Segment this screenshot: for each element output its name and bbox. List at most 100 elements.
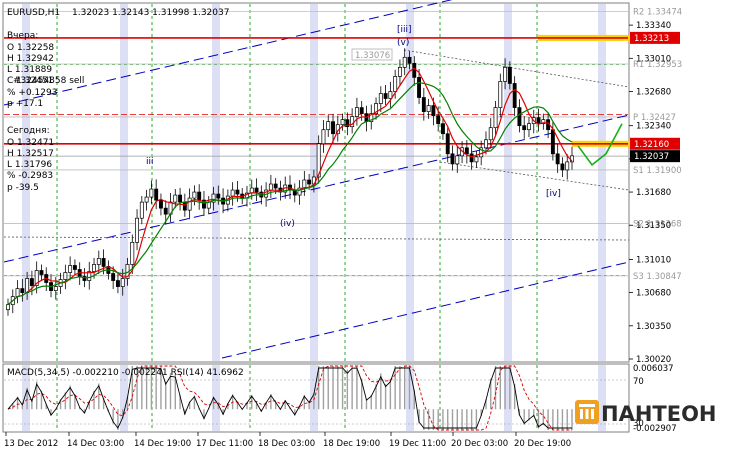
candle-body	[178, 194, 183, 203]
candle-body	[503, 67, 508, 82]
wave-label: [iii]	[397, 25, 412, 35]
candle-body	[187, 197, 192, 211]
session-band	[504, 4, 512, 361]
time-tick-label: 20 Dec 03:00	[451, 439, 508, 449]
info-today-line: L 1.31796	[7, 160, 52, 170]
candles	[6, 48, 574, 316]
price-tick-label: 1.32340	[636, 122, 671, 132]
candle-body	[154, 188, 159, 201]
candle-body	[550, 129, 555, 155]
candle-body	[96, 258, 101, 265]
price-tag-label: 1.32037	[634, 152, 669, 162]
candle-body	[101, 258, 106, 267]
candle-body	[92, 264, 96, 272]
candle-body	[507, 67, 512, 84]
candle-body	[29, 278, 34, 286]
channel-line	[3, 0, 453, 106]
candle-body	[493, 107, 498, 129]
price-tick-label: 1.33010	[636, 54, 671, 64]
session-band	[22, 4, 30, 361]
price-tick-label: 1.31680	[636, 188, 671, 198]
candle-body	[498, 81, 503, 108]
candle-body	[555, 153, 560, 165]
svg-text:ПАНТЕОН: ПАНТЕОН	[601, 402, 717, 426]
macd-signal-line	[7, 365, 572, 431]
candle-body	[149, 188, 154, 198]
price-tick-label: 1.30680	[636, 289, 671, 299]
info-yesterday-line: p +17.1	[7, 99, 43, 109]
candle-body	[39, 270, 44, 275]
info-yesterday-line: C 1.32451	[7, 76, 53, 86]
info-today-line: % -0.2983	[7, 171, 53, 181]
indicator-tick-label: 70	[633, 377, 644, 387]
candle-body	[211, 193, 216, 203]
candle-body	[374, 103, 378, 114]
candle-body	[455, 155, 460, 165]
candle-body	[393, 76, 398, 92]
candle-body	[484, 139, 488, 149]
ma-slow-line	[7, 81, 573, 306]
candle-body	[436, 115, 441, 125]
info-yesterday-line: O 1.32258	[7, 43, 54, 53]
candle-body	[316, 143, 321, 178]
candle-body	[268, 183, 273, 191]
price-tag	[630, 150, 680, 163]
time-tick-label: 17 Dec 11:00	[196, 439, 253, 449]
candle-body	[479, 147, 484, 158]
candle-body	[82, 276, 87, 281]
candle-body	[139, 201, 144, 219]
time-tick-label: 20 Dec 19:00	[514, 439, 571, 449]
forecast-path	[577, 123, 623, 167]
candle-body	[469, 153, 474, 163]
candle-body	[421, 97, 426, 112]
wave-label: iii	[146, 157, 154, 167]
price-tick-label: 1.30020	[636, 355, 671, 365]
candle-body	[158, 199, 163, 209]
candle-body	[20, 288, 25, 293]
candle-body	[512, 83, 517, 108]
candle-body	[445, 133, 450, 155]
candle-body	[63, 272, 68, 280]
session-band	[120, 365, 128, 431]
candle-body	[115, 280, 120, 287]
info-today-line: H 1.32517	[7, 149, 54, 159]
candle-body	[350, 116, 355, 128]
wave-label: [iv]	[546, 189, 561, 199]
candle-body	[378, 93, 383, 104]
info-today-title: Сегодня:	[7, 126, 50, 136]
candle-body	[34, 270, 39, 286]
candle-body	[202, 199, 206, 209]
indicator-panel	[4, 365, 628, 431]
panteon-logo: ПАНТЕОН	[575, 400, 717, 426]
candle-body	[111, 273, 116, 281]
info-yesterday-line: L 1.31889	[7, 65, 52, 75]
candle-body	[326, 121, 331, 131]
candle-body	[331, 121, 335, 135]
time-tick-label: 14 Dec 03:00	[67, 439, 124, 449]
pivot-label: S2 1.31368	[633, 219, 682, 229]
candle-body	[560, 163, 565, 171]
candle-body	[388, 91, 393, 99]
candle-body	[230, 189, 235, 197]
ma-fast-line	[7, 67, 573, 306]
rsi-line	[7, 367, 572, 429]
candle-body	[565, 161, 570, 171]
session-band	[406, 4, 414, 361]
candle-body	[450, 153, 455, 165]
pivot-label: S3 1.30847	[633, 272, 682, 282]
indicator-title: MACD(5,34,5) -0.002210 -0.002241 RSI(14)…	[7, 368, 244, 378]
marker-box	[351, 48, 393, 61]
session-band	[22, 365, 30, 431]
session-band	[598, 4, 606, 361]
candle-body	[541, 119, 546, 125]
candle-body	[369, 113, 374, 123]
chart-symbol: EURUSD,H1	[7, 8, 60, 18]
candle-body	[321, 129, 326, 145]
candle-body	[345, 119, 350, 128]
info-yesterday-line: H 1.32942	[7, 54, 54, 64]
info-yesterday-title: Вчера:	[7, 31, 38, 41]
moving-averages	[7, 67, 573, 306]
candle-body	[354, 107, 359, 117]
pivot-label: S1 1.31900	[633, 166, 682, 176]
